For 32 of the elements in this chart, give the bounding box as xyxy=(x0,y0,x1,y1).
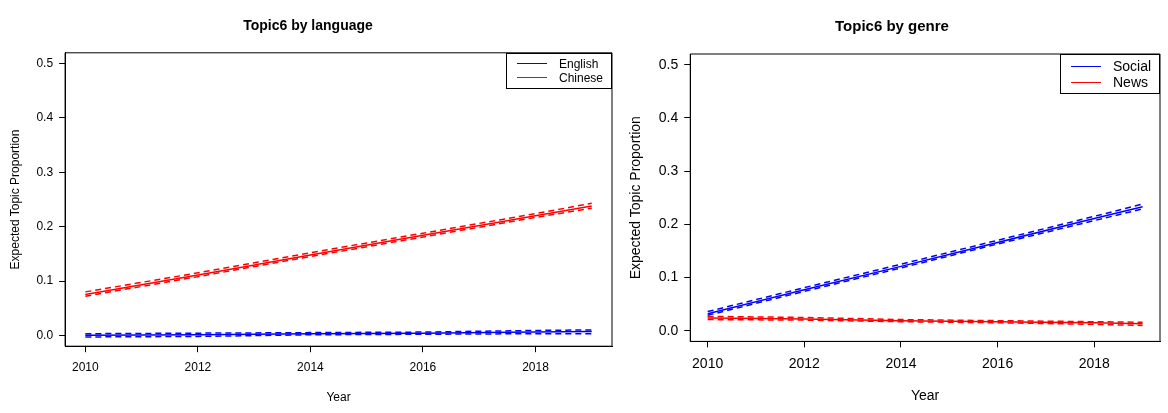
x-axis-title: Year xyxy=(326,390,351,405)
y-tick-label: 0.1 xyxy=(658,268,679,285)
x-tick-label: 2014 xyxy=(297,359,325,374)
y-tick-label: 0.4 xyxy=(36,110,54,125)
y-tick-label: 0.4 xyxy=(658,108,679,125)
x-tick-label: 2010 xyxy=(692,354,724,371)
y-axis-title: Expected Topic Proportion xyxy=(7,129,22,270)
x-tick-label: 2016 xyxy=(409,359,437,374)
legend-label: News xyxy=(1113,74,1149,90)
legend-label: Social xyxy=(1113,58,1152,74)
y-tick-label: 0.5 xyxy=(658,55,679,72)
x-tick-label: 2012 xyxy=(788,354,821,371)
y-tick-label: 0.5 xyxy=(36,55,54,70)
x-tick-label: 2010 xyxy=(71,359,100,374)
chart-title: Topic6 by genre xyxy=(835,17,949,35)
x-axis-title: Year xyxy=(910,387,940,404)
y-tick-label: 0.3 xyxy=(658,161,679,178)
x-tick-label: 2012 xyxy=(184,359,212,374)
x-tick-label: 2016 xyxy=(982,354,1014,371)
chart-title: Topic6 by language xyxy=(243,17,374,34)
legend-label: English xyxy=(559,56,599,71)
y-tick-label: 0.2 xyxy=(658,215,679,232)
y-axis-title: Expected Topic Proportion xyxy=(627,116,644,280)
x-tick-label: 2018 xyxy=(522,359,550,374)
legend-label: Chinese xyxy=(559,70,604,85)
x-tick-label: 2018 xyxy=(1078,354,1111,371)
y-tick-label: 0.3 xyxy=(36,164,54,179)
y-tick-label: 0.2 xyxy=(36,218,54,233)
y-tick-label: 0.0 xyxy=(36,327,54,342)
y-tick-label: 0.0 xyxy=(658,321,679,338)
x-tick-label: 2014 xyxy=(885,354,917,371)
y-tick-label: 0.1 xyxy=(36,273,54,288)
